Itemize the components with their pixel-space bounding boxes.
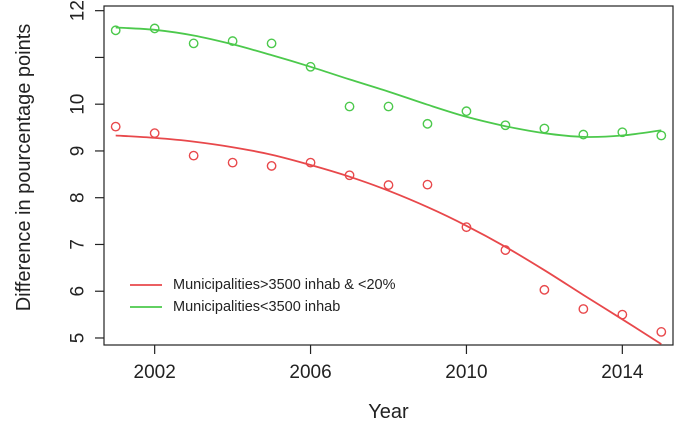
legend: Municipalities>3500 inhab & <20% Municipa…: [130, 277, 396, 315]
plot-border: [103, 5, 674, 346]
data-point: [344, 101, 355, 112]
x-tick-label: 2014: [601, 362, 644, 383]
data-point: [422, 118, 433, 129]
data-point: [656, 130, 667, 141]
legend-label: Municipalities>3500 inhab & <20%: [173, 277, 396, 293]
y-tick-label: 6: [68, 286, 89, 297]
y-axis-title: Difference in pourcentage points: [13, 24, 35, 312]
data-point: [149, 128, 160, 139]
data-point: [617, 127, 628, 138]
legend-label: Municipalities<3500 inhab: [173, 299, 340, 315]
data-point: [305, 157, 316, 168]
data-point: [656, 327, 667, 337]
data-point: [578, 129, 589, 140]
data-point: [539, 284, 550, 295]
y-tick-label: 10: [68, 94, 89, 115]
plot-frame: [103, 5, 674, 346]
data-point: [422, 179, 433, 190]
fit-line: [115, 134, 662, 345]
y-tick-label: 5: [68, 333, 89, 344]
data-point: [461, 106, 472, 117]
data-point: [383, 101, 394, 112]
data-point: [305, 61, 316, 72]
data-point: [617, 309, 628, 320]
y-axis: 5 6 7 8 9 10 12: [68, 0, 104, 344]
y-tick-label: 7: [68, 239, 89, 250]
series-layer: [110, 23, 667, 345]
x-axis-title: Year: [368, 401, 409, 423]
data-point: [110, 25, 121, 36]
series-2: [110, 23, 667, 141]
data-point: [461, 222, 472, 233]
x-tick-label: 2010: [445, 362, 487, 383]
data-point: [227, 36, 238, 46]
x-tick-label: 2002: [134, 362, 176, 383]
data-point: [149, 23, 160, 34]
data-point: [383, 180, 394, 190]
data-point: [266, 161, 277, 171]
data-point: [227, 157, 238, 168]
data-point: [539, 123, 550, 134]
data-point: [188, 38, 199, 49]
y-tick-label: 9: [68, 146, 89, 157]
data-point: [344, 170, 355, 181]
data-point: [578, 304, 589, 314]
series-1: [110, 121, 667, 345]
x-tick-label: 2006: [289, 362, 331, 383]
x-axis: 2002 2006 2010 2014: [134, 345, 644, 383]
y-tick-label: 8: [68, 192, 89, 203]
y-tick-label: 12: [68, 0, 89, 21]
data-point: [188, 150, 199, 161]
fit-line: [115, 26, 662, 138]
data-point: [500, 120, 511, 131]
data-point: [266, 38, 277, 49]
data-point: [110, 121, 121, 132]
data-point: [500, 245, 511, 255]
